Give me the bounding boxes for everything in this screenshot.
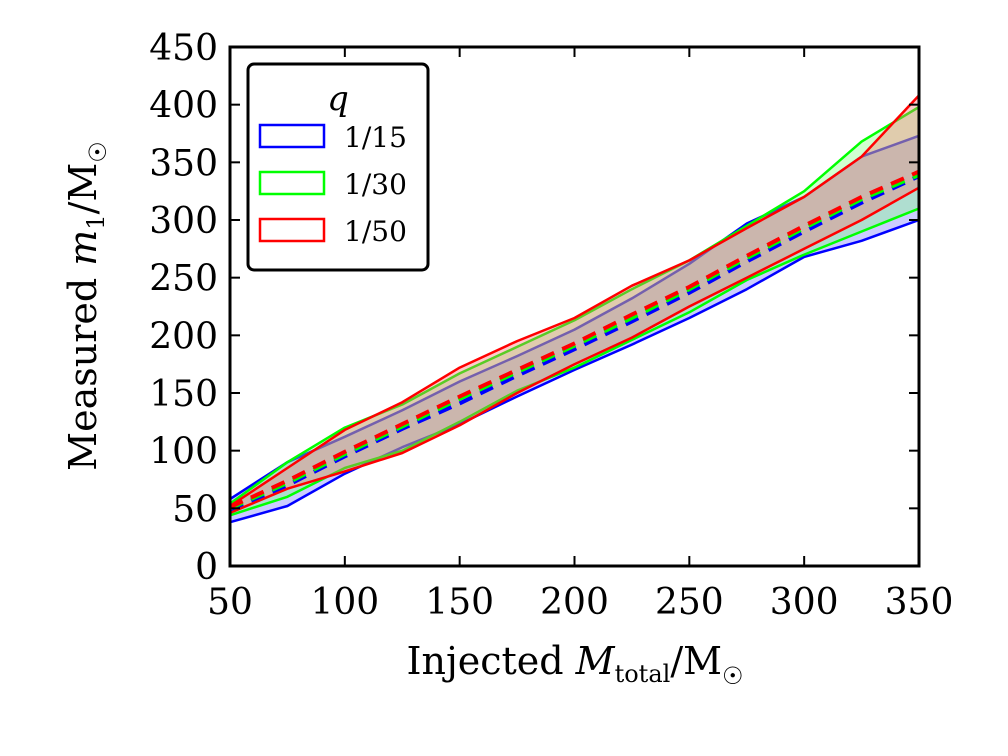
- y-tick-label: 150: [149, 374, 218, 415]
- legend-swatch-1-50: [258, 217, 326, 243]
- median-lines: [229, 169, 920, 512]
- x-tick-label: 50: [207, 582, 253, 623]
- legend: q 1/15 1/30 1/50: [246, 62, 430, 272]
- y-axis-label-prefix: Measured: [61, 266, 105, 471]
- legend-label-1-30: 1/30: [344, 168, 407, 201]
- y-tick-label: 50: [172, 489, 218, 530]
- legend-swatch-1-30: [258, 170, 326, 196]
- legend-label-1-15: 1/15: [344, 121, 407, 154]
- y-axis-label-var: m: [61, 230, 105, 266]
- x-tick-label: 300: [770, 582, 839, 623]
- y-tick-labels: 0 50 100 150 200 250 300 350 400 450: [149, 28, 218, 588]
- y-tick-label: 100: [149, 432, 218, 473]
- y-tick-label: 450: [149, 28, 218, 69]
- x-tick-labels: 50 100 150 200 250 300 350: [207, 582, 953, 623]
- legend-swatch-1-15: [258, 123, 326, 149]
- y-tick-label: 300: [149, 201, 218, 242]
- y-axis-label-sub: 1: [82, 214, 110, 229]
- y-tick-label: 200: [149, 316, 218, 357]
- legend-label-1-50: 1/50: [344, 215, 407, 248]
- median-line-1-50: [229, 169, 920, 510]
- x-axis-label-sun: ☉: [722, 662, 744, 690]
- x-tick-label: 250: [655, 582, 724, 623]
- x-tick-label: 200: [540, 582, 609, 623]
- y-axis-label: Measured m1/M☉: [61, 141, 112, 471]
- y-tick-label: 400: [149, 86, 218, 127]
- y-axis-label-sun: ☉: [84, 141, 112, 163]
- x-axis-label-sub: total: [615, 660, 671, 688]
- y-tick-label: 0: [195, 547, 218, 588]
- x-tick-label: 350: [885, 582, 954, 623]
- y-tick-label: 250: [149, 259, 218, 300]
- median-line-1-30: [229, 173, 920, 511]
- legend-entries: 1/15 1/30 1/50: [258, 121, 407, 248]
- x-tick-label: 150: [425, 582, 494, 623]
- x-axis-label-var: M: [575, 639, 616, 683]
- y-axis-label-suffix: /M: [61, 163, 105, 215]
- axis-ticks: [229, 46, 920, 567]
- x-axis-label-prefix: Injected: [406, 639, 575, 683]
- legend-title: q: [327, 79, 349, 119]
- x-axis-label: Injected Mtotal/M☉: [406, 639, 743, 690]
- x-axis-label-suffix: /M: [670, 639, 722, 683]
- y-tick-label: 350: [149, 143, 218, 184]
- median-line-1-15: [229, 174, 920, 512]
- x-tick-label: 100: [310, 582, 379, 623]
